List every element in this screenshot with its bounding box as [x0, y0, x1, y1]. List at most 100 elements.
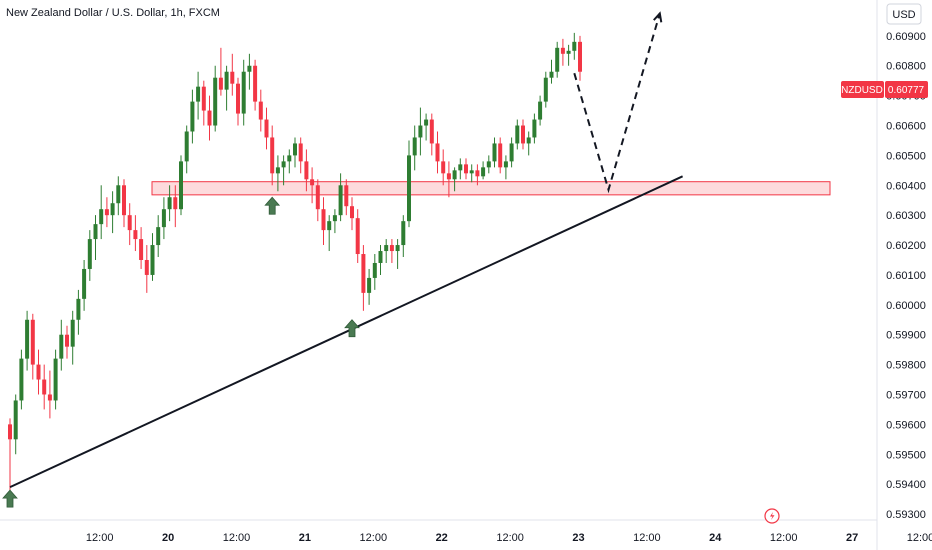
bounce-arrow-icon: [344, 319, 360, 338]
candle: [70, 310, 75, 365]
price-tick-label: 0.60600: [886, 121, 926, 133]
candle-body: [526, 137, 531, 144]
candle: [481, 161, 486, 180]
candle: [19, 349, 24, 410]
candle-body: [116, 185, 121, 204]
candle-body: [133, 230, 138, 240]
candle-body: [503, 161, 508, 168]
candle-body: [13, 400, 18, 440]
candle-body: [395, 245, 400, 252]
candle: [492, 137, 497, 168]
candle: [332, 209, 337, 234]
candle: [281, 155, 286, 186]
candle: [287, 149, 292, 174]
candle-body: [150, 245, 155, 275]
candle-body: [110, 203, 115, 216]
candle: [367, 268, 372, 305]
symbol-title: New Zealand Dollar / U.S. Dollar, 1h, FX…: [6, 7, 220, 19]
lightning-event-icon[interactable]: [764, 508, 780, 524]
candle-body: [418, 125, 423, 138]
candle: [122, 179, 126, 228]
candle: [344, 179, 349, 216]
time-tick-label: 27: [846, 532, 858, 544]
candle-body: [475, 170, 480, 177]
candle: [315, 179, 320, 222]
candle: [47, 370, 52, 419]
candle-body: [161, 209, 166, 228]
price-tick-label: 0.60400: [886, 180, 926, 192]
candle-body: [566, 50, 571, 54]
candle: [407, 140, 411, 228]
candle: [82, 260, 87, 311]
candle-body: [179, 161, 183, 210]
candle-body: [492, 143, 497, 162]
candle-body: [304, 161, 309, 180]
candle: [327, 215, 332, 252]
candle: [116, 176, 121, 216]
candle: [515, 119, 520, 150]
price-axis[interactable]: 0.609000.608000.607000.606000.605000.604…: [886, 31, 926, 521]
candle: [76, 289, 81, 335]
candle-body: [25, 319, 30, 359]
candle-body: [412, 137, 417, 156]
candle: [87, 230, 92, 281]
currency-button[interactable]: USD: [886, 3, 922, 25]
candle-body: [355, 218, 360, 255]
drawings-layer: [2, 11, 684, 508]
time-tick-label: 12:00: [86, 532, 114, 544]
candle: [59, 319, 64, 371]
candle-body: [446, 173, 451, 180]
candle-body: [59, 334, 64, 359]
candle: [104, 197, 109, 228]
candle: [350, 197, 354, 231]
candle: [127, 203, 132, 246]
projection-arrowhead: [653, 11, 663, 23]
candle: [179, 155, 183, 216]
candle: [543, 71, 548, 108]
candle: [389, 239, 394, 263]
candle-body: [367, 277, 372, 293]
candle: [8, 418, 12, 491]
candle-body: [122, 185, 126, 216]
candle-body: [287, 155, 292, 162]
candle-body: [378, 251, 383, 263]
candle-body: [264, 119, 269, 138]
candle-body: [196, 86, 201, 102]
candle-body: [8, 424, 12, 440]
candle: [361, 245, 366, 311]
bounce-arrow-icon: [264, 196, 281, 215]
time-axis[interactable]: 12:00 20 12:00 21 12:00 22 12:00 23 12:00 24 12:00…: [86, 532, 932, 544]
candle: [224, 65, 229, 111]
candle: [452, 167, 457, 192]
price-tick-label: 0.60000: [886, 300, 926, 312]
time-tick-label: 12:00: [496, 532, 524, 544]
candle: [133, 215, 138, 252]
candle-body: [190, 101, 195, 132]
candle: [207, 95, 212, 141]
candle: [572, 32, 577, 60]
candle: [458, 158, 463, 180]
candle: [230, 53, 235, 96]
candle: [509, 137, 514, 168]
candle-body: [230, 71, 235, 84]
candle-body: [384, 245, 389, 252]
candle: [395, 239, 400, 269]
candle-body: [104, 209, 109, 216]
candle-body: [452, 170, 457, 180]
time-tick-label: 12:00: [360, 532, 388, 544]
candle: [378, 245, 383, 275]
candle-body: [315, 185, 320, 210]
candle: [236, 77, 240, 126]
candle-body: [70, 319, 75, 347]
candle-body: [127, 215, 132, 231]
candle-body: [30, 319, 35, 365]
candle: [464, 158, 468, 180]
candle-body: [99, 209, 104, 225]
candle-body: [578, 41, 582, 72]
candle: [93, 215, 98, 260]
candle-body: [350, 206, 354, 219]
candle-body: [429, 119, 434, 144]
